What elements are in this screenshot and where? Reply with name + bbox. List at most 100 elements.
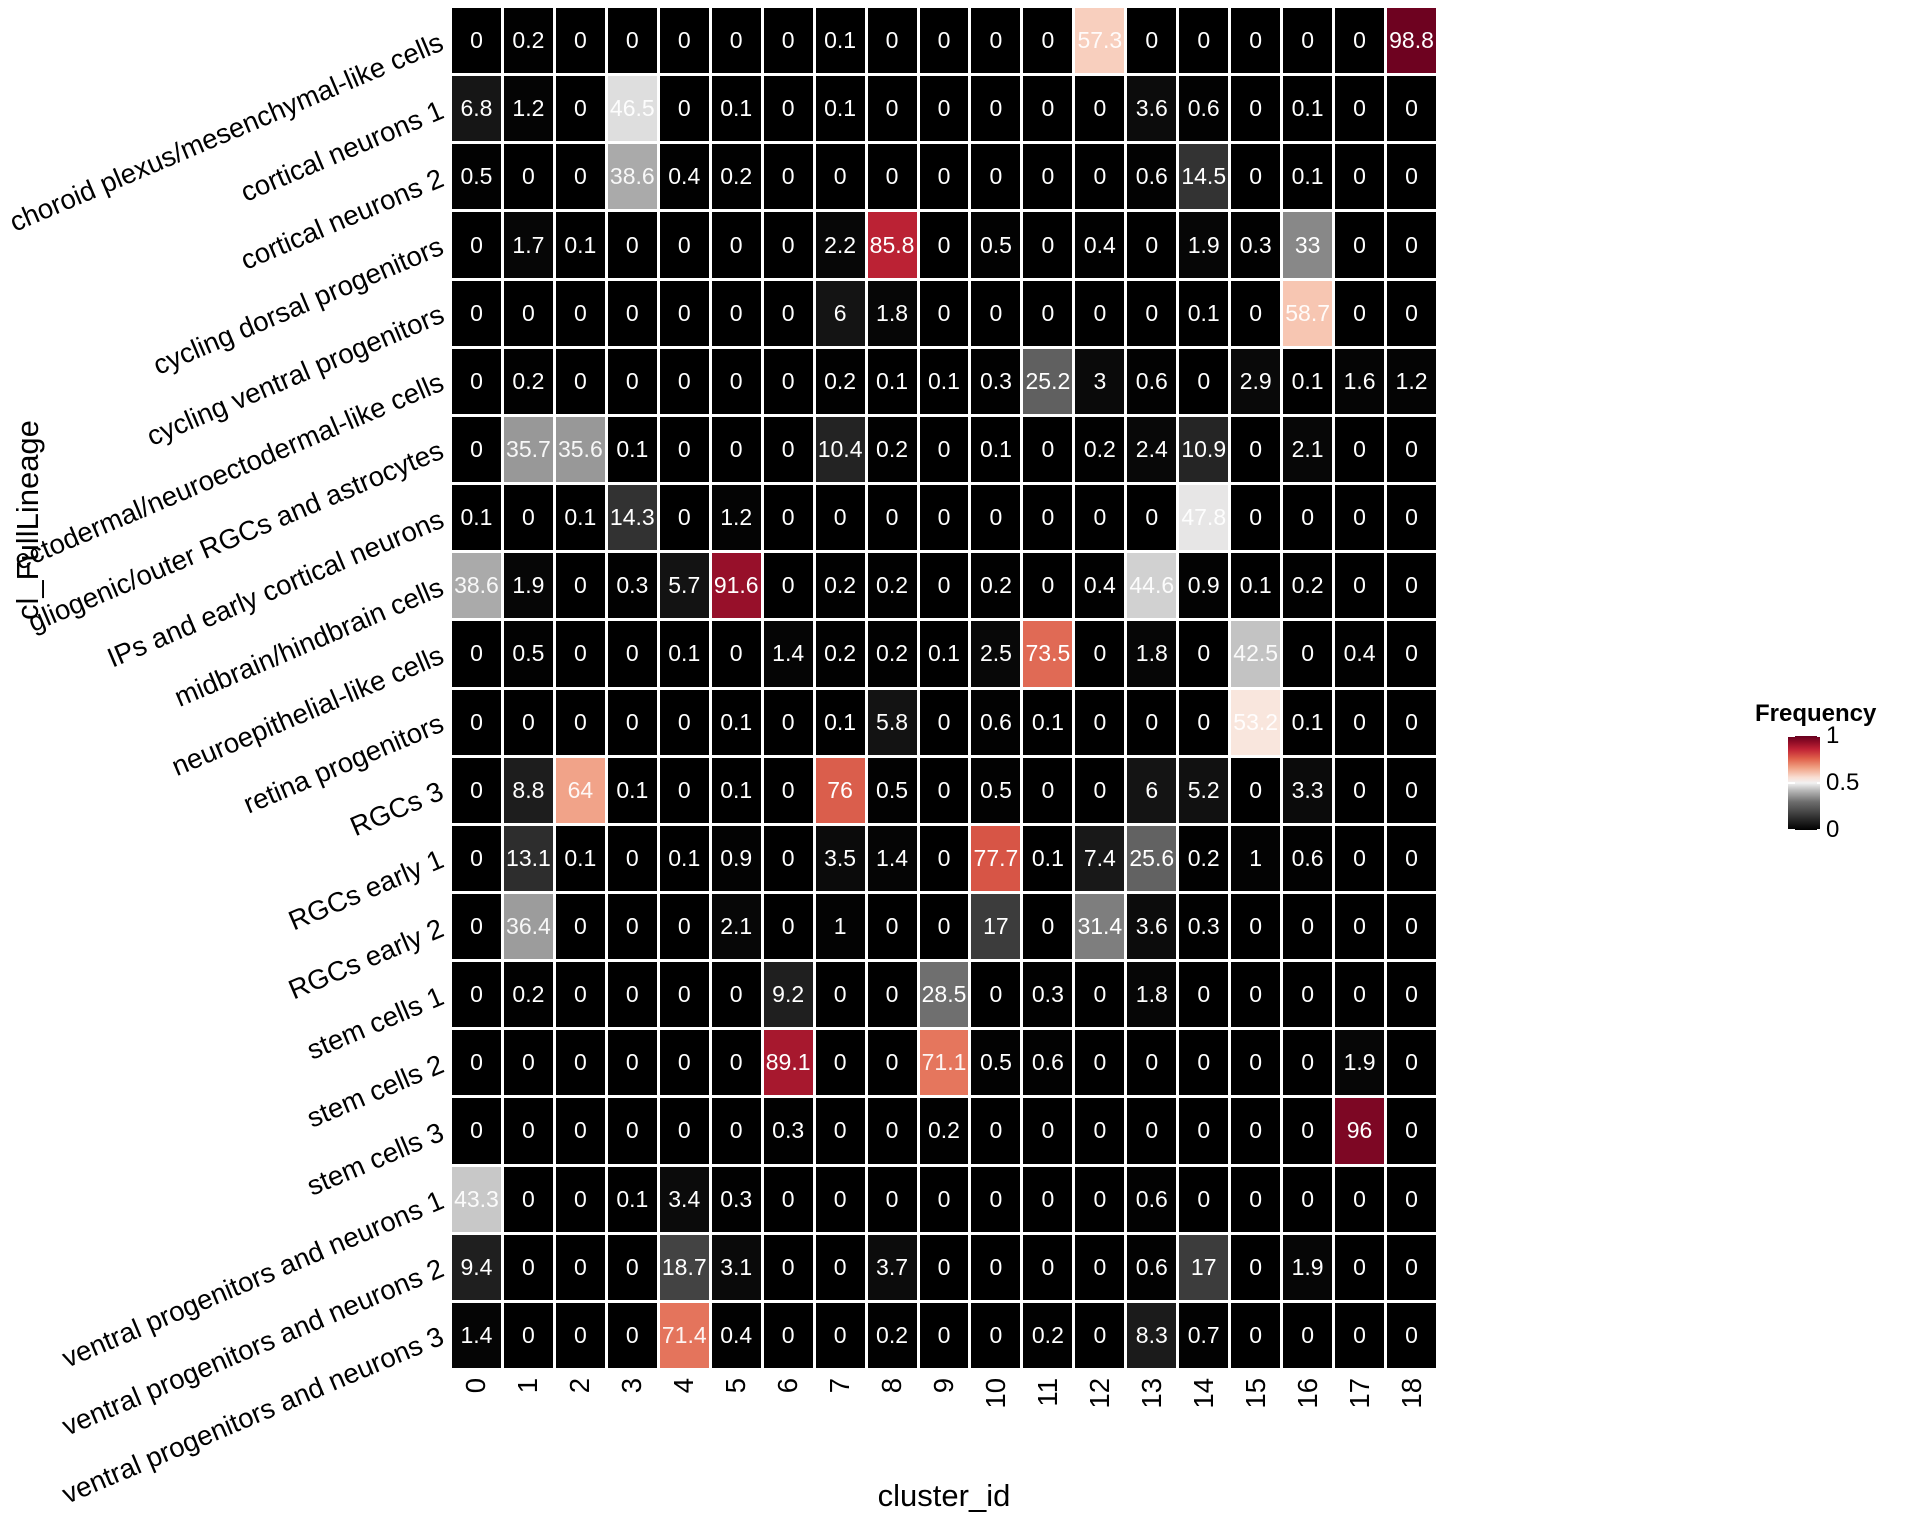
heatmap-cell: 0 (1387, 485, 1436, 551)
heatmap-cell-value: 0 (937, 163, 951, 190)
heatmap-cell-value: 0.1 (876, 367, 909, 394)
heatmap-cell-value: 57.3 (1077, 27, 1123, 54)
heatmap-cell-value: 25.2 (1025, 367, 1071, 394)
heatmap-cell: 0 (659, 280, 709, 346)
heatmap-cell-value: 0.1 (668, 640, 701, 667)
heatmap-cell-value: 0 (833, 1117, 847, 1144)
heatmap-cell: 0 (1179, 8, 1229, 74)
heatmap-cell-value: 0 (1353, 299, 1366, 326)
heatmap-cell: 0.1 (1283, 76, 1333, 142)
heatmap-cell: 0 (867, 1098, 917, 1164)
heatmap-cell-value: 0 (885, 163, 899, 190)
heatmap-cell: 3.7 (867, 1234, 917, 1300)
heatmap-cell: 0 (711, 621, 761, 687)
x-axis-tick-label: 8 (876, 1378, 908, 1394)
heatmap-cell: 0 (1387, 280, 1436, 346)
heatmap-cell-value: 0.2 (1031, 1321, 1064, 1348)
heatmap-cell: 0 (815, 1166, 865, 1232)
heatmap-cell-value: 0.2 (824, 367, 857, 394)
heatmap-cell: 42.5 (1231, 621, 1281, 687)
heatmap-cell: 0 (1179, 1166, 1229, 1232)
heatmap-cell-value: 0 (989, 95, 1003, 122)
heatmap-cell: 25.2 (1023, 348, 1073, 414)
heatmap-cell-value: 0 (729, 27, 743, 54)
x-axis-tick: 14 (1179, 1372, 1228, 1482)
heatmap-cell-value: 0 (573, 1185, 587, 1212)
heatmap-cell: 0.4 (1075, 212, 1125, 278)
heatmap-cell: 0 (1023, 144, 1073, 210)
heatmap-cell-value: 0 (677, 913, 691, 940)
heatmap-cell-value: 0.3 (616, 572, 649, 599)
heatmap-cell: 0 (503, 1234, 553, 1300)
heatmap-cell: 0 (1335, 8, 1385, 74)
heatmap-cell: 0 (452, 962, 501, 1028)
heatmap-cell-value: 0 (781, 913, 795, 940)
heatmap-cell: 0 (555, 76, 605, 142)
heatmap-cell-value: 0 (885, 981, 899, 1008)
heatmap-cell: 0 (503, 1302, 553, 1368)
heatmap-cell-value: 0 (625, 27, 639, 54)
heatmap-cell: 0 (815, 1030, 865, 1096)
heatmap-cell-value: 0.6 (1031, 1049, 1064, 1076)
heatmap-cell: 0 (555, 144, 605, 210)
heatmap-cell: 0 (1335, 76, 1385, 142)
heatmap-cell-value: 0.1 (824, 27, 857, 54)
heatmap-cell: 0 (1387, 76, 1436, 142)
heatmap-cell-value: 0 (1041, 913, 1055, 940)
heatmap-cell: 0 (1387, 416, 1436, 483)
heatmap-cell: 0 (607, 825, 657, 891)
heatmap-cell: 0 (1179, 689, 1229, 755)
heatmap-cell-value: 0 (1197, 367, 1211, 394)
heatmap-cell-value: 46.5 (609, 95, 655, 122)
heatmap-cell: 0 (1231, 8, 1281, 74)
heatmap-cell: 9.2 (763, 962, 813, 1028)
heatmap-cell: 0 (1127, 1030, 1177, 1096)
heatmap-cell-value: 0 (1093, 1117, 1107, 1144)
x-axis-tick-label: 0 (460, 1378, 492, 1394)
heatmap-cell-value: 0.1 (1291, 163, 1324, 190)
heatmap-cell: 10.4 (815, 416, 865, 483)
heatmap-cell: 1.2 (503, 76, 553, 142)
heatmap-cell: 0 (659, 1030, 709, 1096)
heatmap-cell: 0 (607, 621, 657, 687)
heatmap-cell: 0 (1283, 1166, 1333, 1232)
heatmap-cell: 0.1 (711, 757, 761, 823)
heatmap-cell: 0.1 (1283, 689, 1333, 755)
heatmap-cell: 0 (971, 144, 1021, 210)
heatmap-cell-value: 0 (937, 231, 951, 258)
heatmap-cell-value: 0.1 (1291, 708, 1324, 735)
legend: Frequency 1 0.5 0 (1755, 700, 1915, 880)
heatmap-cell-value: 0 (1197, 981, 1211, 1008)
heatmap-cell: 44.6 (1127, 553, 1177, 619)
heatmap-cell: 0 (1127, 485, 1177, 551)
heatmap-cell-value: 0 (573, 163, 587, 190)
heatmap-cell-value: 0 (937, 1185, 951, 1212)
heatmap-cell-value: 0 (1301, 1117, 1315, 1144)
heatmap-cell-value: 0 (1041, 572, 1055, 599)
heatmap-cell: 0 (919, 1166, 969, 1232)
heatmap-cell-value: 98.8 (1389, 27, 1434, 54)
heatmap-cell-value: 3.4 (668, 1185, 701, 1212)
heatmap-cell: 0 (1231, 280, 1281, 346)
heatmap-cell: 0 (1127, 8, 1177, 74)
heatmap-cell-value: 71.1 (921, 1049, 967, 1076)
x-axis-tick-label: 2 (564, 1378, 596, 1394)
heatmap-cell-value: 1.8 (1135, 640, 1168, 667)
heatmap-cell-value: 1.6 (1343, 367, 1376, 394)
heatmap-cell-value: 0.1 (824, 95, 857, 122)
heatmap-cell: 0 (919, 1234, 969, 1300)
heatmap-cell-value: 0 (1353, 913, 1366, 940)
x-axis-tick-label: 3 (616, 1378, 648, 1394)
heatmap-cell-value: 0.9 (720, 844, 753, 871)
heatmap-cell-value: 0 (677, 776, 691, 803)
heatmap-cell-value: 10.9 (1181, 435, 1227, 462)
heatmap-cell-value: 0.1 (564, 231, 597, 258)
heatmap-cell: 5.7 (659, 553, 709, 619)
heatmap-cell-value: 0 (885, 27, 899, 54)
heatmap-cell-value: 0 (470, 299, 483, 326)
heatmap-cell: 0 (555, 8, 605, 74)
x-axis-tick-label: 7 (824, 1378, 856, 1394)
heatmap-cell-value: 0.2 (824, 572, 857, 599)
heatmap-cell: 71.4 (659, 1302, 709, 1368)
heatmap-cell-value: 0 (677, 504, 691, 531)
